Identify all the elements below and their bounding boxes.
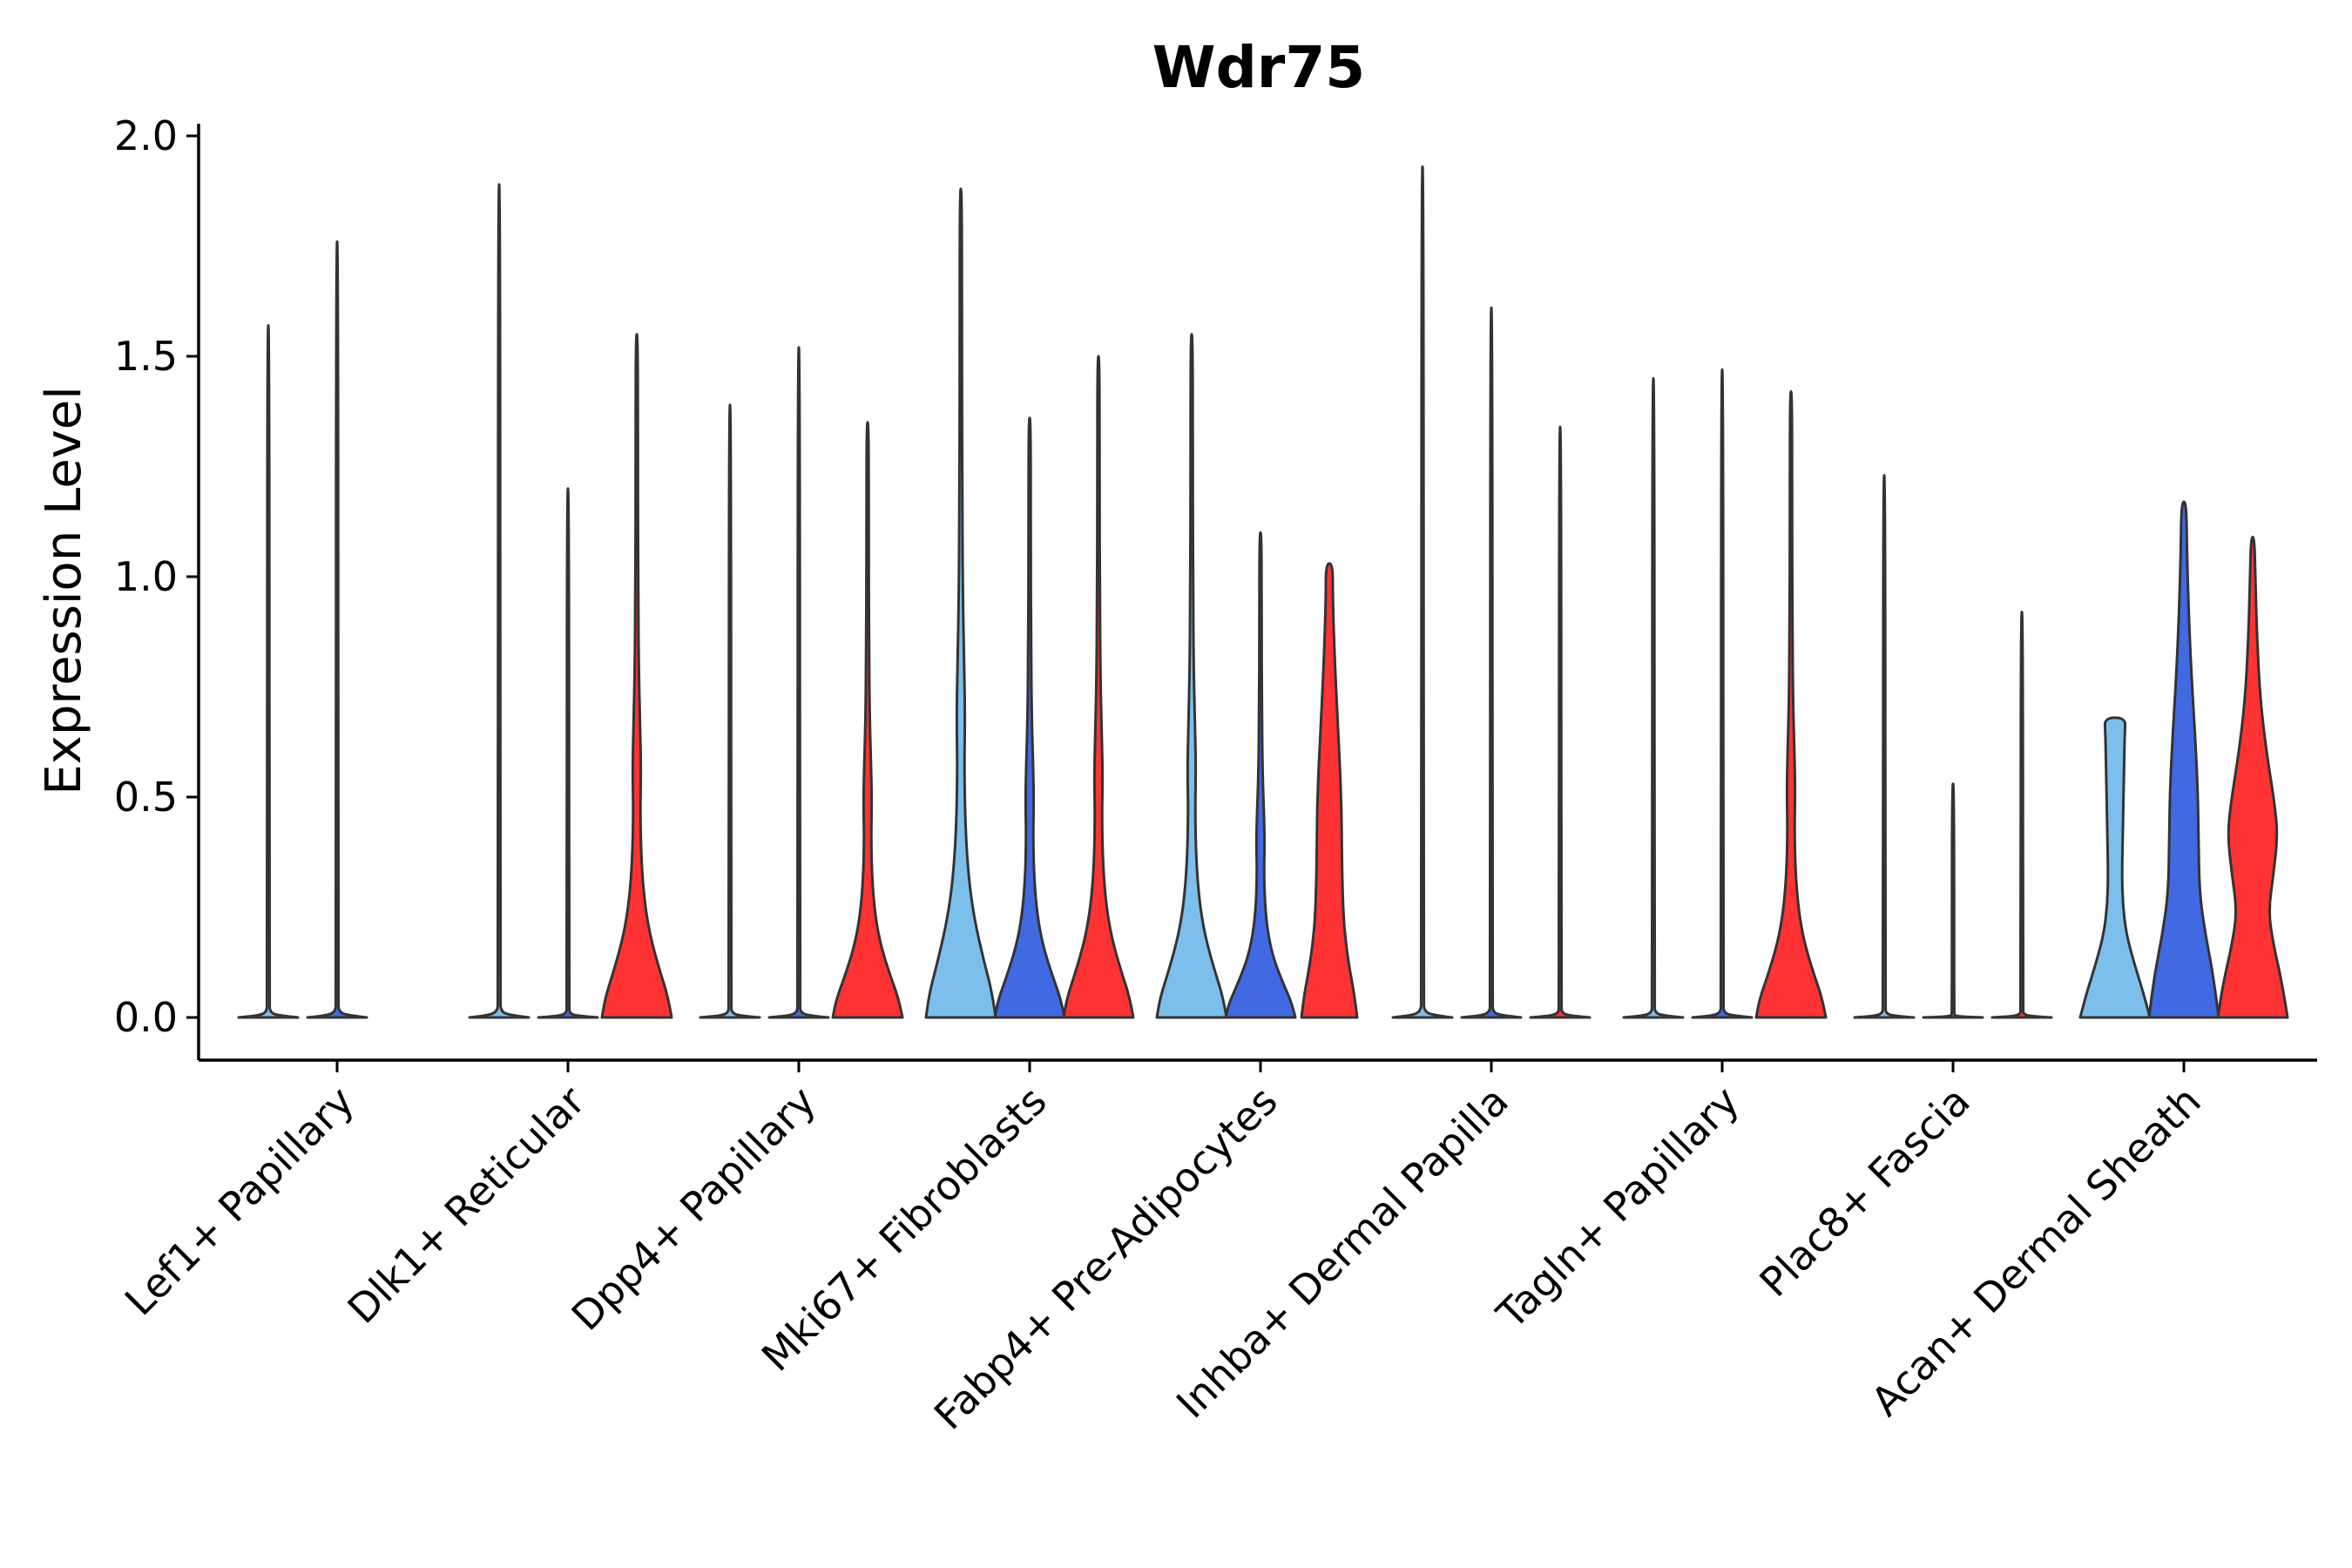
y-axis: 0.0 0.5 1.0 1.5 2.0 — [114, 112, 200, 1060]
violin-7-2 — [1691, 368, 1754, 1019]
violin-6-2 — [1460, 306, 1523, 1019]
violin-5-1 — [1155, 333, 1228, 1019]
violin-5-3 — [1300, 562, 1359, 1019]
violin-8-2 — [1922, 782, 1984, 1019]
y-tick-label: 1.0 — [114, 553, 178, 600]
violin-9-2 — [2147, 500, 2220, 1019]
x-category-label: Lef1+ Papillary — [116, 1078, 363, 1325]
violin-6-3 — [1529, 425, 1592, 1019]
violin-8-1 — [1853, 474, 1916, 1019]
violin-4-1 — [924, 187, 997, 1019]
y-tick-label: 0.5 — [114, 774, 178, 821]
x-category-label: Dpp4+ Papillary — [563, 1078, 825, 1340]
violin-9-1 — [2078, 716, 2152, 1019]
violin-3-2 — [767, 346, 830, 1019]
violin-2-3 — [600, 333, 673, 1019]
violin-7-1 — [1622, 376, 1685, 1019]
violin-2-1 — [468, 183, 531, 1019]
violin-1-2 — [306, 240, 368, 1019]
violin-5-2 — [1224, 531, 1297, 1019]
violin-8-3 — [1990, 611, 2053, 1019]
violin-1-1 — [237, 324, 300, 1019]
violin-4-2 — [993, 416, 1066, 1019]
y-tick-label: 0.0 — [114, 994, 178, 1041]
violin-group — [237, 165, 2289, 1019]
violin-3-1 — [699, 403, 761, 1019]
x-category-label: Plac8+ Fascia — [1750, 1078, 1978, 1306]
violin-3-3 — [831, 421, 904, 1019]
x-category-label: Tagln+ Papillary — [1487, 1078, 1748, 1339]
y-axis-label: Expression Level — [36, 386, 92, 795]
violin-2-2 — [537, 487, 599, 1019]
violin-6-1 — [1391, 165, 1454, 1019]
violin-7-3 — [1754, 390, 1828, 1019]
y-tick-label: 2.0 — [114, 112, 178, 159]
y-tick-label: 1.5 — [114, 333, 178, 380]
violin-4-3 — [1062, 355, 1135, 1019]
violin-9-3 — [2216, 536, 2289, 1019]
chart-title: Wdr75 — [1152, 34, 1365, 101]
x-category-label: Dlk1+ Reticular — [339, 1078, 594, 1333]
